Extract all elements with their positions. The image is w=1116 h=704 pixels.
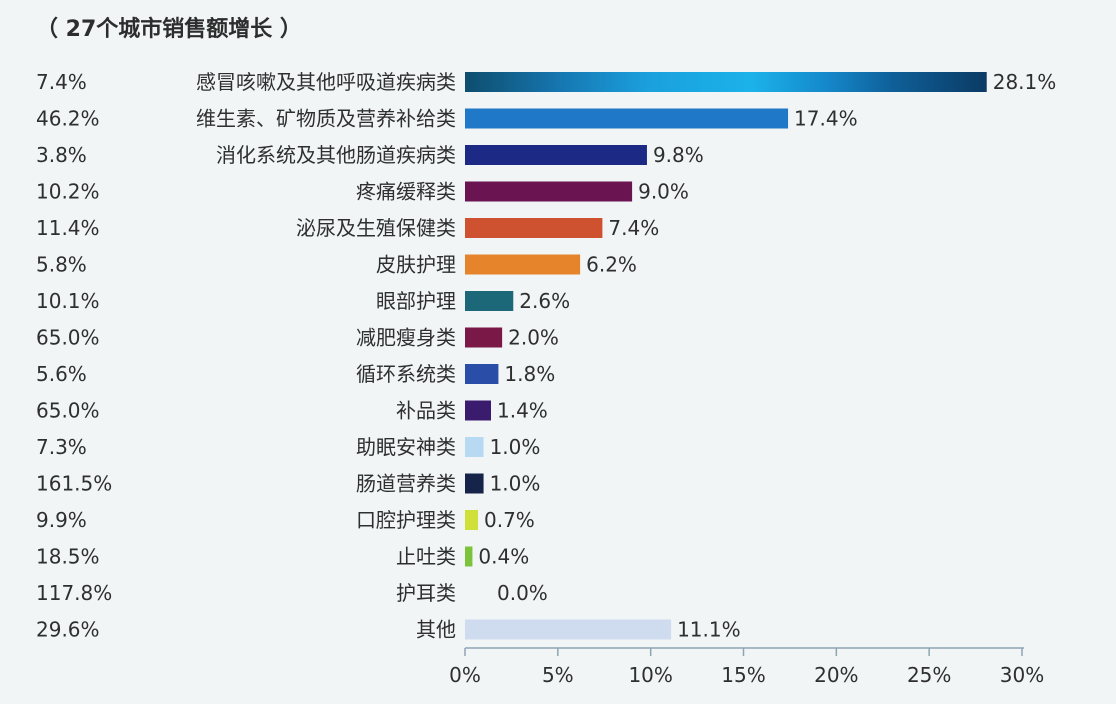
value-label: 28.1% (993, 70, 1057, 94)
value-label: 17.4% (794, 107, 858, 131)
category-label: 疼痛缓释类 (356, 180, 456, 204)
bar (465, 145, 647, 165)
growth-label: 9.9% (36, 508, 87, 532)
bar (465, 364, 499, 384)
x-tick-label: 20% (814, 663, 858, 687)
value-label: 6.2% (586, 253, 637, 277)
category-label: 皮肤护理 (376, 253, 456, 277)
category-label: 补品类 (396, 399, 456, 423)
value-label: 2.6% (519, 289, 570, 313)
growth-label: 10.2% (36, 180, 100, 204)
growth-label: 161.5% (36, 472, 112, 496)
bar (465, 546, 473, 567)
bar (465, 291, 514, 311)
growth-label: 46.2% (36, 107, 100, 131)
value-label: 1.0% (490, 435, 541, 459)
x-tick-label: 30% (1000, 663, 1044, 687)
growth-label: 18.5% (36, 545, 100, 569)
growth-label: 65.0% (36, 326, 100, 350)
value-label: 0.7% (484, 508, 535, 532)
growth-label: 7.3% (36, 435, 87, 459)
x-tick-label: 15% (721, 663, 765, 687)
category-label: 感冒咳嗽及其他呼吸道疾病类 (196, 70, 456, 94)
x-tick-label: 5% (542, 663, 574, 687)
plot-area: 7.4% 感冒咳嗽及其他呼吸道疾病类 28.1% 46.2% 维生素、矿物质及营养补给类… (36, 70, 1056, 687)
growth-label: 7.4% (36, 70, 87, 94)
bar (465, 181, 633, 202)
growth-label: 11.4% (36, 216, 100, 240)
category-label: 眼部护理 (376, 289, 456, 313)
growth-label: 117.8% (36, 581, 112, 605)
value-label: 1.4% (497, 399, 548, 423)
growth-label: 5.8% (36, 253, 87, 277)
bar (465, 400, 491, 421)
bar (465, 108, 789, 129)
category-label: 其他 (416, 618, 456, 642)
bar (465, 437, 484, 457)
category-label: 助眠安神类 (356, 435, 456, 459)
growth-label: 29.6% (36, 618, 100, 642)
growth-label: 5.6% (36, 362, 87, 386)
category-label: 维生素、矿物质及营养补给类 (196, 107, 456, 131)
category-label: 护耳类 (396, 581, 456, 605)
bar (465, 72, 987, 92)
category-label: 消化系统及其他肠道疾病类 (216, 143, 456, 167)
growth-label: 65.0% (36, 399, 100, 423)
x-tick-label: 25% (907, 663, 951, 687)
category-label: 肠道营养类 (356, 472, 456, 496)
category-label: 循环系统类 (356, 362, 456, 386)
bar (465, 619, 672, 640)
bar (465, 218, 603, 238)
category-label: 口腔护理类 (356, 508, 456, 532)
value-label: 9.8% (653, 143, 704, 167)
chart-subtitle: （ 27个城市销售额增长 ） (36, 16, 302, 42)
x-tick-label: 10% (628, 663, 672, 687)
category-label: 止吐类 (396, 545, 456, 569)
bar (465, 254, 581, 275)
value-label: 1.8% (504, 362, 555, 386)
growth-label: 3.8% (36, 143, 87, 167)
value-label: 0.4% (478, 545, 529, 569)
category-label: 泌尿及生殖保健类 (296, 216, 456, 240)
x-tick-label: 0% (449, 663, 481, 687)
growth-label: 10.1% (36, 289, 100, 313)
value-label: 2.0% (508, 326, 559, 350)
category-label: 减肥瘦身类 (356, 326, 456, 350)
bar (465, 473, 484, 494)
value-label: 11.1% (677, 618, 741, 642)
value-label: 9.0% (638, 180, 689, 204)
bar (465, 510, 478, 530)
value-label: 0.0% (497, 581, 548, 605)
value-label: 7.4% (608, 216, 659, 240)
value-label: 1.0% (490, 472, 541, 496)
bar (465, 327, 503, 348)
